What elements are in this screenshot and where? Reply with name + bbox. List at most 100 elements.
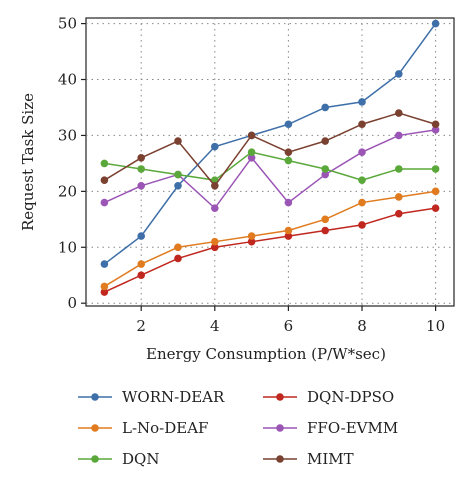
legend-item-mimt: MIMT — [263, 450, 354, 468]
data-point-mimt — [247, 131, 256, 140]
x-axis-label: Energy Consumption (P/W*sec) — [146, 345, 386, 363]
data-point-l-no-deaf — [358, 198, 366, 207]
legend-marker — [276, 424, 284, 432]
data-point-ffo-evmm — [100, 198, 109, 207]
legend-marker — [276, 393, 284, 401]
data-point-dqn — [431, 165, 440, 173]
legend-marker — [91, 393, 99, 401]
data-point-mimt — [100, 176, 109, 184]
legend-label: DQN — [122, 450, 159, 468]
data-point-mimt — [431, 120, 440, 129]
data-point-dqn-dpso — [137, 271, 145, 280]
legend-label: DQN-DPSO — [307, 388, 394, 406]
series-line-mimt — [104, 112, 436, 187]
data-point-ffo-evmm — [211, 204, 219, 212]
y-tick-label: 30 — [58, 126, 77, 144]
data-point-dqn-dpso — [211, 243, 219, 252]
data-point-dqn — [321, 165, 330, 173]
data-point-l-no-deaf — [431, 187, 440, 196]
data-point-mimt — [321, 137, 330, 145]
series-dqn-dpso — [100, 204, 440, 296]
series-line-l-no-deaf — [104, 190, 436, 288]
data-point-ffo-evmm — [358, 148, 366, 157]
data-point-l-no-deaf — [137, 260, 145, 268]
series-l-no-deaf — [100, 187, 440, 291]
data-point-dqn-dpso — [431, 204, 440, 212]
data-point-ffo-evmm — [321, 170, 330, 179]
y-tick-label: 0 — [67, 294, 77, 312]
legend-label: MIMT — [307, 450, 354, 468]
data-point-mimt — [211, 181, 219, 190]
legend-item-dqn-dpso: DQN-DPSO — [263, 388, 394, 406]
data-point-dqn — [100, 159, 109, 168]
data-point-worn-dear — [211, 142, 219, 151]
data-point-dqn — [358, 176, 366, 184]
legend-item-ffo-evmm: FFO-EVMM — [263, 419, 398, 437]
data-point-mimt — [358, 120, 366, 129]
series-group — [100, 19, 440, 296]
data-point-worn-dear — [358, 98, 366, 106]
y-tick-label: 50 — [58, 15, 77, 33]
data-point-dqn-dpso — [247, 237, 256, 246]
data-point-worn-dear — [321, 103, 330, 112]
y-tick-label: 10 — [58, 238, 77, 256]
data-point-dqn-dpso — [284, 232, 293, 240]
x-tick-label: 8 — [357, 317, 367, 335]
legend-item-l-no-deaf: L-No-DEAF — [78, 419, 208, 437]
legend-marker — [91, 424, 99, 432]
data-point-worn-dear — [174, 181, 182, 190]
series-line-worn-dear — [103, 23, 437, 265]
series-ffo-evmm — [100, 126, 440, 212]
data-point-ffo-evmm — [247, 154, 256, 162]
data-point-worn-dear — [284, 120, 293, 129]
legend-marker — [91, 455, 99, 463]
x-tick-label: 4 — [210, 317, 220, 335]
data-point-l-no-deaf — [174, 243, 182, 252]
data-point-ffo-evmm — [284, 198, 293, 207]
legend-label: FFO-EVMM — [307, 419, 398, 437]
data-point-dqn-dpso — [321, 226, 330, 235]
series-line-ffo-evmm — [104, 129, 436, 210]
data-point-dqn-dpso — [100, 288, 109, 296]
legend-marker — [276, 455, 284, 463]
legend-label: WORN-DEAR — [122, 388, 225, 406]
data-point-l-no-deaf — [247, 232, 256, 240]
data-point-worn-dear — [137, 232, 145, 240]
y-tick-label: 20 — [58, 182, 77, 200]
data-point-dqn — [395, 165, 403, 173]
data-point-l-no-deaf — [284, 226, 293, 235]
data-point-l-no-deaf — [321, 215, 330, 224]
legend-label: L-No-DEAF — [122, 419, 208, 437]
data-point-ffo-evmm — [137, 181, 145, 190]
data-point-dqn — [284, 156, 293, 165]
data-point-l-no-deaf — [100, 282, 109, 291]
data-point-dqn — [174, 170, 182, 179]
data-point-l-no-deaf — [395, 193, 403, 201]
data-point-worn-dear — [395, 70, 403, 78]
data-point-ffo-evmm — [431, 126, 440, 134]
x-tick-label: 2 — [136, 317, 146, 335]
series-line-dqn-dpso — [104, 207, 436, 293]
y-axis-label: Request Task Size — [19, 93, 37, 231]
data-point-mimt — [284, 148, 293, 157]
plot-area — [85, 17, 455, 307]
data-point-dqn-dpso — [358, 221, 366, 229]
legend-item-worn-dear: WORN-DEAR — [78, 388, 225, 406]
data-point-ffo-evmm — [395, 131, 403, 140]
data-point-dqn — [137, 165, 145, 173]
legend-item-dqn: DQN — [78, 450, 159, 468]
legend: WORN-DEAR DQN-DPSO L-No-DEAF FFO-EVMM DQN MIM… — [78, 388, 398, 468]
data-point-dqn — [247, 148, 256, 157]
data-point-worn-dear — [431, 19, 440, 28]
data-point-worn-dear — [100, 260, 109, 268]
data-point-mimt — [174, 137, 182, 145]
data-point-l-no-deaf — [211, 237, 219, 246]
data-point-mimt — [137, 154, 145, 162]
data-point-dqn-dpso — [174, 254, 182, 263]
data-point-mimt — [395, 109, 403, 117]
x-tick-label: 6 — [284, 317, 294, 335]
y-tick-label: 40 — [58, 71, 77, 89]
axis-ticks: 2 4 6 8 10 0 10 20 30 40 50 — [58, 15, 445, 335]
series-mimt — [100, 109, 440, 190]
